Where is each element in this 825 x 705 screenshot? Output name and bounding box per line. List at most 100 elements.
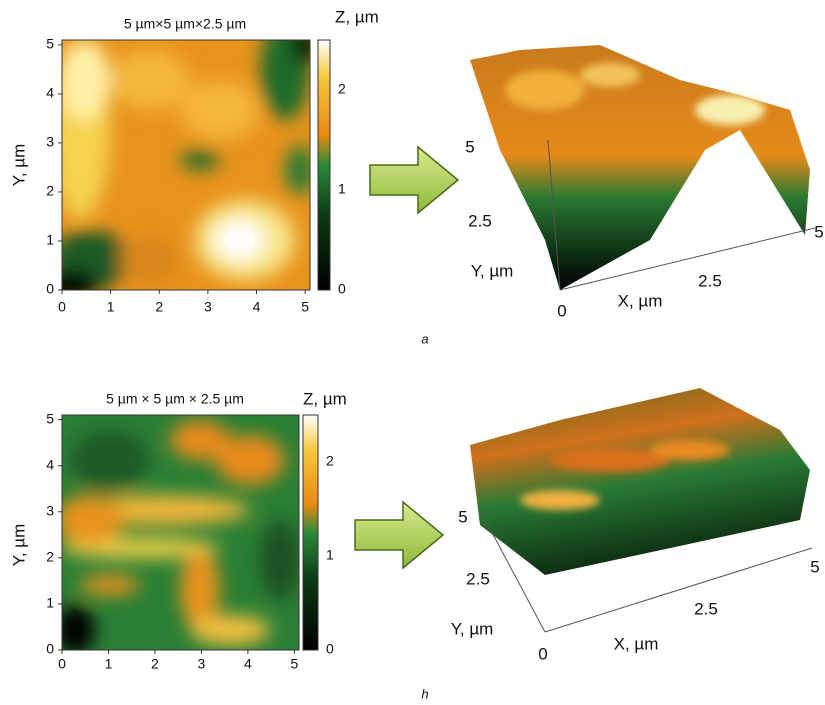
origin-label: 0 (538, 644, 547, 663)
texture-blob (62, 270, 100, 290)
x-tick-label: 0 (58, 656, 66, 672)
y-tick-label: 0 (46, 641, 54, 657)
x-tick-label: 2 (155, 299, 163, 315)
texture-blob (180, 550, 220, 630)
y-tick-label: 2 (46, 549, 54, 565)
x-axis-label-3d: X, µm (618, 291, 663, 310)
sheen (695, 95, 765, 125)
y-axis-label: Y, µm (9, 524, 28, 567)
heatmap-texture (62, 420, 299, 650)
caption: h (421, 686, 428, 701)
texture-blob (260, 520, 299, 600)
caption: a (421, 331, 428, 346)
sheen (580, 63, 640, 87)
panel: 5 µm×5 µm×2.5 µm Y, µm 0 1 2 3 4 5 0 1 2 3 4 5 Z, µm 0 1… (9, 7, 823, 346)
surface-3d: 0 2.5 5 2.5 5 X, µm Y, µm (465, 45, 824, 320)
heatmap-image (62, 40, 310, 290)
heatmap-title: 5 µm × 5 µm × 2.5 µm (106, 391, 244, 407)
heatmap-texture (62, 40, 310, 290)
x-axis-3d (559, 227, 816, 291)
texture-blob (120, 235, 180, 285)
x-tick-label: 3 (204, 299, 212, 315)
x-tick-label-3d: 5 (814, 222, 823, 241)
y-axis-label-3d: Y, µm (451, 619, 494, 638)
texture-blob (293, 40, 310, 65)
texture-blob (260, 40, 310, 120)
y-axis-3d (547, 139, 561, 291)
panel: 5 µm × 5 µm × 2.5 µm Y, µm 0 1 2 3 4 5 0 1 2 3 4 5 Z, … (9, 388, 820, 701)
texture-blob (180, 150, 220, 170)
x-axis-label-3d: X, µm (614, 634, 659, 653)
x-tick-label-3d: 2.5 (694, 599, 718, 618)
y-tick-label: 5 (46, 410, 54, 426)
x-tick-label-3d: 2.5 (698, 271, 722, 290)
colorbar-tick-label: 1 (338, 181, 346, 197)
y-tick-label-3d: 2.5 (466, 569, 490, 588)
texture-blob (70, 430, 150, 490)
y-tick-label: 1 (46, 595, 54, 611)
texture-blob (170, 420, 230, 460)
x-tick-label-3d: 5 (810, 557, 819, 576)
x-tick-label: 4 (244, 656, 252, 672)
surface (470, 388, 810, 575)
sheen (550, 448, 670, 472)
y-tick-label: 4 (46, 85, 54, 101)
y-axis-3d (479, 509, 546, 633)
heatmap-frame (61, 414, 300, 651)
y-tick-label: 0 (46, 281, 54, 297)
y-tick-label: 4 (46, 456, 54, 472)
x-tick-label: 5 (290, 656, 298, 672)
surface-sheen (520, 440, 730, 510)
texture-blob (62, 40, 110, 120)
heatmap-frame (61, 39, 311, 291)
texture-blob (180, 80, 260, 140)
y-tick-label: 3 (46, 134, 54, 150)
texture-blob (80, 575, 140, 595)
x-tick-label: 3 (198, 656, 206, 672)
colorbar-tick-label: 0 (326, 641, 334, 657)
x-tick-label: 0 (58, 299, 66, 315)
origin-label: 0 (557, 301, 566, 320)
colorbar-label: Z, µm (303, 389, 347, 408)
y-tick-label-3d: 5 (458, 507, 467, 526)
texture-blob (215, 220, 265, 260)
colorbar-label: Z, µm (335, 7, 379, 26)
sheen (650, 440, 730, 460)
texture-blob (285, 145, 310, 195)
colorbar (302, 414, 319, 651)
colorbar-tick-label: 2 (326, 453, 334, 469)
arrow (354, 500, 445, 570)
x-axis-3d (544, 547, 813, 633)
x-tick-label: 5 (301, 299, 309, 315)
x-tick-label: 2 (151, 656, 159, 672)
x-tick-label: 1 (105, 656, 113, 672)
colorbar-tick-label: 0 (338, 281, 346, 297)
y-axis-label: Y, µm (9, 144, 28, 187)
heatmap-image (62, 415, 299, 650)
colorbar-tick-label: 1 (326, 547, 334, 563)
x-tick-label: 4 (253, 299, 261, 315)
x-tick-label: 1 (107, 299, 115, 315)
texture-blob (62, 605, 95, 650)
surface-sheen (505, 63, 765, 125)
sheen (505, 70, 585, 110)
texture-blob (110, 50, 190, 110)
colorbar (317, 39, 331, 291)
y-axis-label-3d: Y, µm (471, 261, 514, 280)
texture-blob (215, 435, 285, 485)
y-tick-label: 1 (46, 232, 54, 248)
sheen (520, 490, 600, 510)
texture-blob (62, 495, 125, 545)
y-tick-label-3d: 2.5 (468, 211, 492, 230)
arrow (369, 145, 460, 215)
heatmap-title: 5 µm×5 µm×2.5 µm (124, 16, 246, 32)
y-tick-label: 5 (46, 36, 54, 52)
y-tick-label: 2 (46, 183, 54, 199)
surface-3d: 0 2.5 5 2.5 5 X, µm Y, µm (451, 388, 820, 663)
y-tick-label-3d: 5 (465, 137, 474, 156)
colorbar-tick-label: 2 (338, 81, 346, 97)
texture-blob (190, 615, 270, 645)
